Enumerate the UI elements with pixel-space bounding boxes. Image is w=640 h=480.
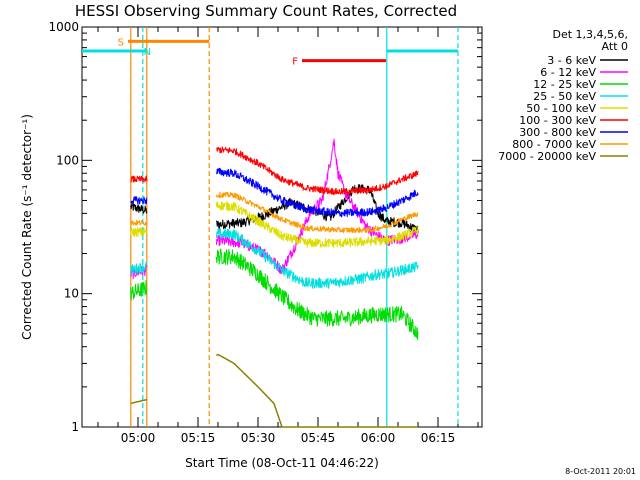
x-tick-label: 05:15 — [181, 431, 216, 445]
series-line — [130, 219, 148, 226]
x-tick-label: 06:15 — [421, 431, 456, 445]
series-6 — [130, 167, 419, 218]
series-line — [130, 280, 148, 301]
legend-label: 7000 - 20000 keV — [498, 150, 596, 163]
series-line — [386, 225, 419, 245]
x-tick-label: 05:45 — [301, 431, 336, 445]
y-tick-label: 100 — [56, 153, 79, 167]
series-line — [215, 201, 388, 248]
legend-header: Att 0 — [602, 40, 628, 53]
legend-label: 25 - 50 keV — [533, 90, 596, 103]
y-tick-labels: 1 10 100 1000 — [48, 20, 79, 434]
series-7 — [130, 191, 419, 234]
series-line — [130, 196, 148, 205]
series-3 — [130, 228, 419, 289]
y-tick-label: 10 — [64, 287, 79, 301]
series-8 — [130, 353, 419, 428]
legend-label: 6 - 12 keV — [540, 66, 596, 79]
legend-label: 300 - 800 keV — [519, 126, 596, 139]
series-line — [130, 201, 148, 214]
legend-header: Det 1,3,4,5,6, — [552, 28, 628, 41]
series-2 — [130, 248, 419, 340]
series-line — [215, 228, 388, 289]
series-4 — [130, 201, 419, 248]
chart-title: HESSI Observing Summary Count Rates, Cor… — [75, 2, 457, 20]
y-tick-label: 1 — [71, 420, 79, 434]
series-line — [386, 212, 419, 229]
series-layer — [130, 138, 419, 428]
series-line — [215, 353, 388, 428]
series-line — [130, 261, 148, 275]
x-tick-label: 06:00 — [361, 431, 396, 445]
series-line — [130, 398, 148, 405]
legend-label: 50 - 100 keV — [526, 102, 596, 115]
series-line — [386, 189, 419, 210]
legend-label: 800 - 7000 keV — [512, 138, 596, 151]
x-tick-label: 05:30 — [241, 431, 276, 445]
state-bar-label: F — [292, 57, 298, 68]
series-0 — [130, 184, 419, 234]
legend-label: 3 - 6 keV — [547, 54, 596, 67]
x-tick-labels: 05:00 05:15 05:30 05:45 06:00 06:15 — [121, 431, 456, 445]
series-line — [130, 227, 148, 237]
series-line — [386, 305, 419, 340]
footer-timestamp: 8-Oct-2011 20:01 — [565, 467, 636, 476]
x-tick-label: 05:00 — [121, 431, 156, 445]
legend-label: 12 - 25 keV — [533, 78, 596, 91]
series-line — [386, 230, 419, 247]
axis-ticks — [82, 27, 482, 428]
plot-frame — [81, 26, 483, 428]
y-axis-label: Corrected Count Rate (s⁻¹ detector⁻¹) — [20, 114, 34, 340]
series-line — [216, 146, 388, 196]
series-line — [130, 175, 148, 183]
series-line — [386, 170, 419, 189]
series-line — [215, 248, 388, 327]
series-line — [386, 261, 419, 279]
state-bar-label: N — [144, 47, 151, 58]
x-axis-label: Start Time (08-Oct-11 04:46:22) — [185, 456, 379, 470]
series-5 — [130, 146, 419, 196]
series-line — [215, 167, 388, 218]
legend-label: 100 - 300 keV — [519, 114, 596, 127]
y-tick-label: 1000 — [48, 20, 79, 34]
state-bar-label: S — [118, 37, 124, 48]
series-line — [215, 191, 388, 234]
